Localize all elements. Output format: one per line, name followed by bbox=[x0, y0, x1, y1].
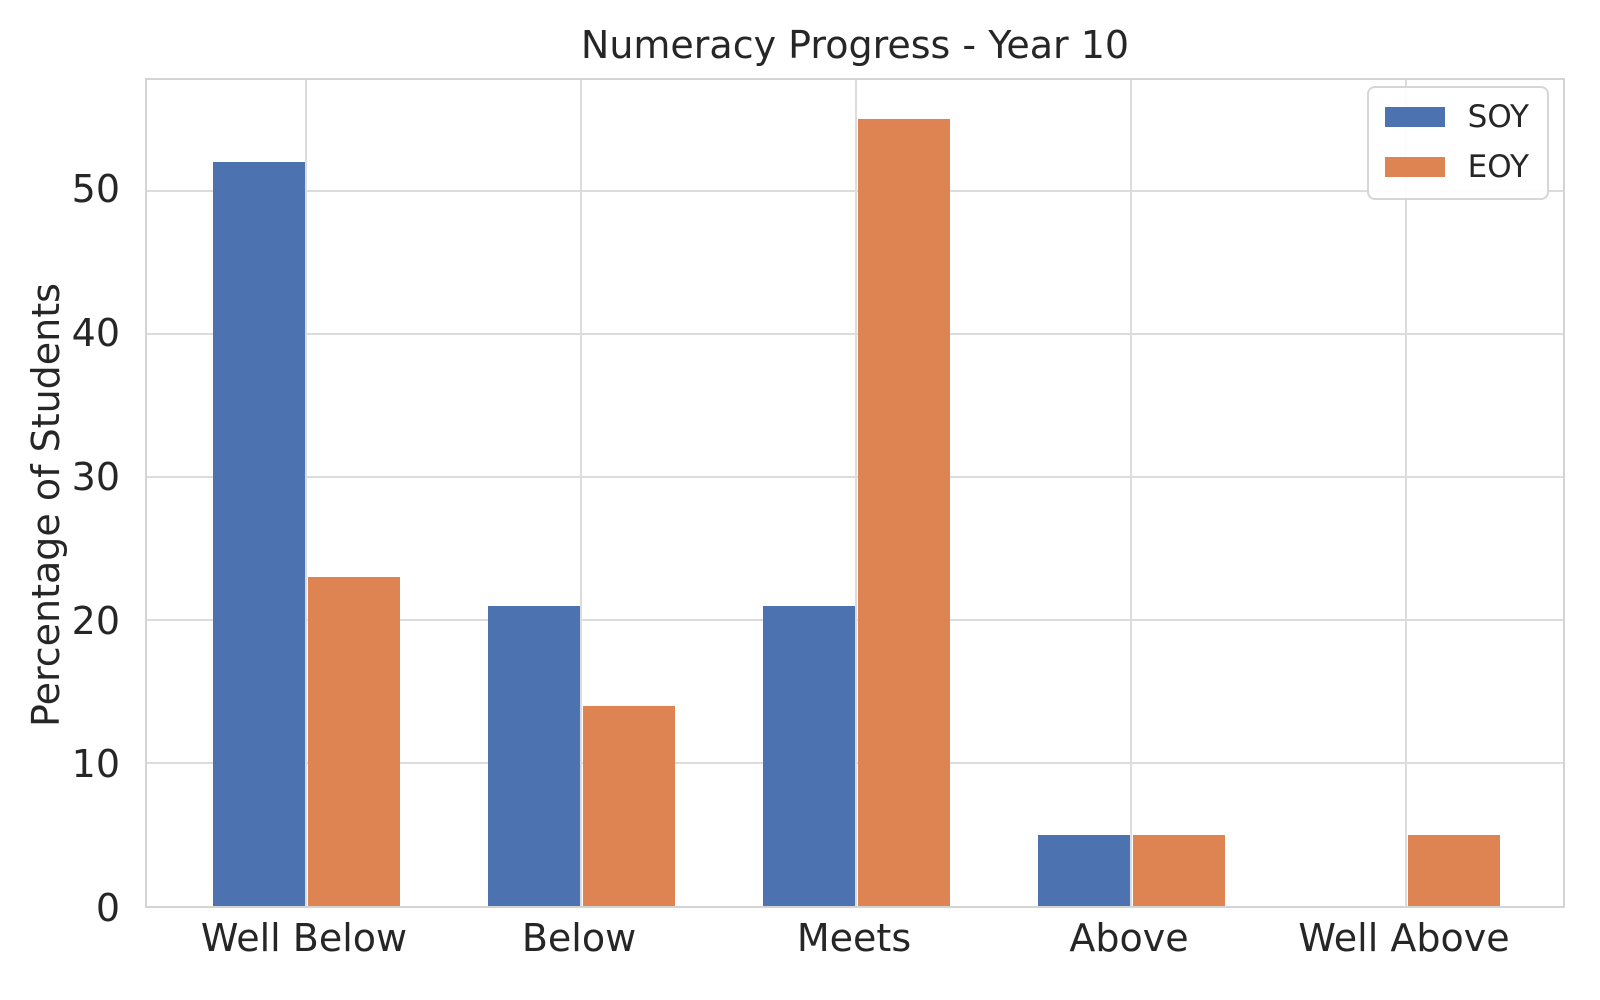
bar-eoy-well-below bbox=[307, 577, 400, 906]
vertical-gridline bbox=[1130, 80, 1132, 906]
x-tick-label: Below bbox=[521, 916, 637, 960]
y-tick-label: 10 bbox=[71, 742, 120, 787]
legend-label-eoy: EOY bbox=[1467, 149, 1529, 185]
vertical-gridline bbox=[580, 80, 582, 906]
legend: SOY EOY bbox=[1366, 86, 1549, 200]
bar-eoy-above bbox=[1132, 834, 1225, 906]
bar-group-well-below bbox=[169, 80, 444, 906]
chart-title: Numeracy Progress - Year 10 bbox=[580, 23, 1130, 67]
y-tick-label: 50 bbox=[71, 167, 120, 212]
x-tick-label: Well Below bbox=[200, 916, 408, 960]
bar-group-above bbox=[994, 80, 1269, 906]
vertical-gridline bbox=[855, 80, 857, 906]
bar-group-below bbox=[444, 80, 719, 906]
legend-item-soy: SOY bbox=[1384, 99, 1529, 135]
vertical-gridline bbox=[305, 80, 307, 906]
legend-swatch-soy bbox=[1384, 107, 1445, 127]
y-tick-label: 40 bbox=[71, 311, 120, 356]
bar-soy-above bbox=[1037, 834, 1130, 906]
plot-area bbox=[145, 78, 1565, 908]
legend-label-soy: SOY bbox=[1467, 99, 1529, 135]
x-tick-label: Well Above bbox=[1298, 916, 1510, 960]
bar-eoy-well-above bbox=[1407, 834, 1500, 906]
bar-soy-meets bbox=[762, 605, 855, 906]
vertical-gridline bbox=[1405, 80, 1407, 906]
y-tick-label: 30 bbox=[71, 454, 120, 499]
bar-soy-below bbox=[487, 605, 580, 906]
bar-eoy-below bbox=[582, 705, 675, 906]
y-tick-label: 20 bbox=[71, 598, 120, 643]
x-tick-label: Meets bbox=[796, 916, 912, 960]
bar-soy-well-below bbox=[212, 162, 305, 906]
x-tick-label: Above bbox=[1069, 916, 1189, 960]
bar-eoy-meets bbox=[857, 119, 950, 906]
bar-group-meets bbox=[719, 80, 994, 906]
y-tick-label: 0 bbox=[95, 886, 120, 930]
legend-item-eoy: EOY bbox=[1384, 149, 1529, 185]
bar-group-well-above bbox=[1269, 80, 1544, 906]
legend-swatch-eoy bbox=[1384, 157, 1445, 177]
